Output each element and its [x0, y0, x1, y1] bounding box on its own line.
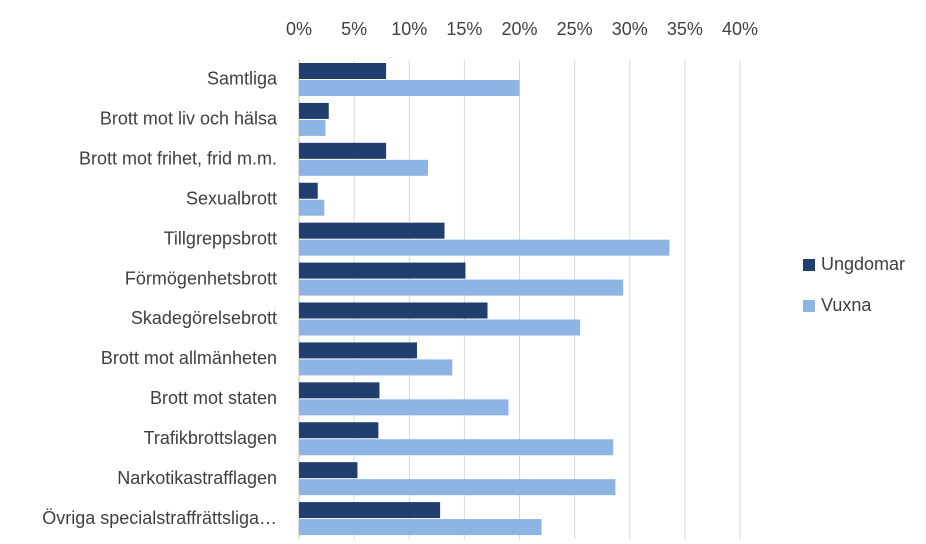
x-tick-label: 10%: [391, 19, 427, 39]
legend-swatch: [803, 300, 815, 312]
x-tick-label: 15%: [446, 19, 482, 39]
bar: [299, 279, 624, 296]
bar: [299, 119, 326, 136]
y-tick-label: Övriga specialstraffrättsliga…: [42, 508, 277, 528]
bar: [299, 222, 445, 239]
y-tick-label: Brott mot staten: [150, 388, 277, 408]
y-tick-label: Narkotikastrafflagen: [117, 468, 277, 488]
x-tick-label: 5%: [341, 19, 367, 39]
bar: [299, 399, 509, 416]
bar: [299, 422, 379, 439]
bar: [299, 479, 616, 496]
bar: [299, 80, 520, 96]
y-tick-label: Brott mot allmänheten: [101, 348, 277, 368]
bar: [299, 359, 453, 376]
bar: [299, 159, 428, 176]
y-tick-label: Brott mot frihet, frid m.m.: [79, 149, 277, 169]
y-tick-label: Trafikbrottslagen: [144, 428, 277, 448]
y-tick-label: Sexualbrott: [186, 188, 277, 208]
bar: [299, 462, 358, 479]
x-tick-label: 35%: [667, 19, 703, 39]
bar: [299, 319, 581, 336]
bar: [299, 239, 670, 256]
bar: [299, 502, 441, 519]
y-tick-label: Samtliga: [207, 69, 278, 89]
bar: [299, 342, 417, 359]
bar: [299, 519, 542, 536]
y-tick-label: Brott mot liv och hälsa: [100, 109, 278, 129]
bar: [299, 199, 325, 216]
bar: [299, 262, 466, 279]
x-tick-label: 25%: [557, 19, 593, 39]
y-tick-label: Skadegörelsebrott: [131, 308, 277, 328]
bar: [299, 302, 488, 319]
bar: [299, 102, 329, 119]
y-tick-label: Tillgreppsbrott: [164, 228, 277, 248]
bar: [299, 182, 318, 199]
legend-label: Vuxna: [821, 295, 872, 315]
bar: [299, 63, 387, 79]
legend-swatch: [803, 259, 815, 271]
bar: [299, 439, 614, 456]
y-tick-label: Förmögenhetsbrott: [125, 268, 277, 288]
x-tick-label: 30%: [612, 19, 648, 39]
bar: [299, 142, 387, 159]
x-tick-label: 0%: [286, 19, 312, 39]
legend-label: Ungdomar: [821, 254, 905, 274]
bar: [299, 382, 380, 399]
x-tick-label: 20%: [501, 19, 537, 39]
x-tick-label: 40%: [722, 19, 758, 39]
